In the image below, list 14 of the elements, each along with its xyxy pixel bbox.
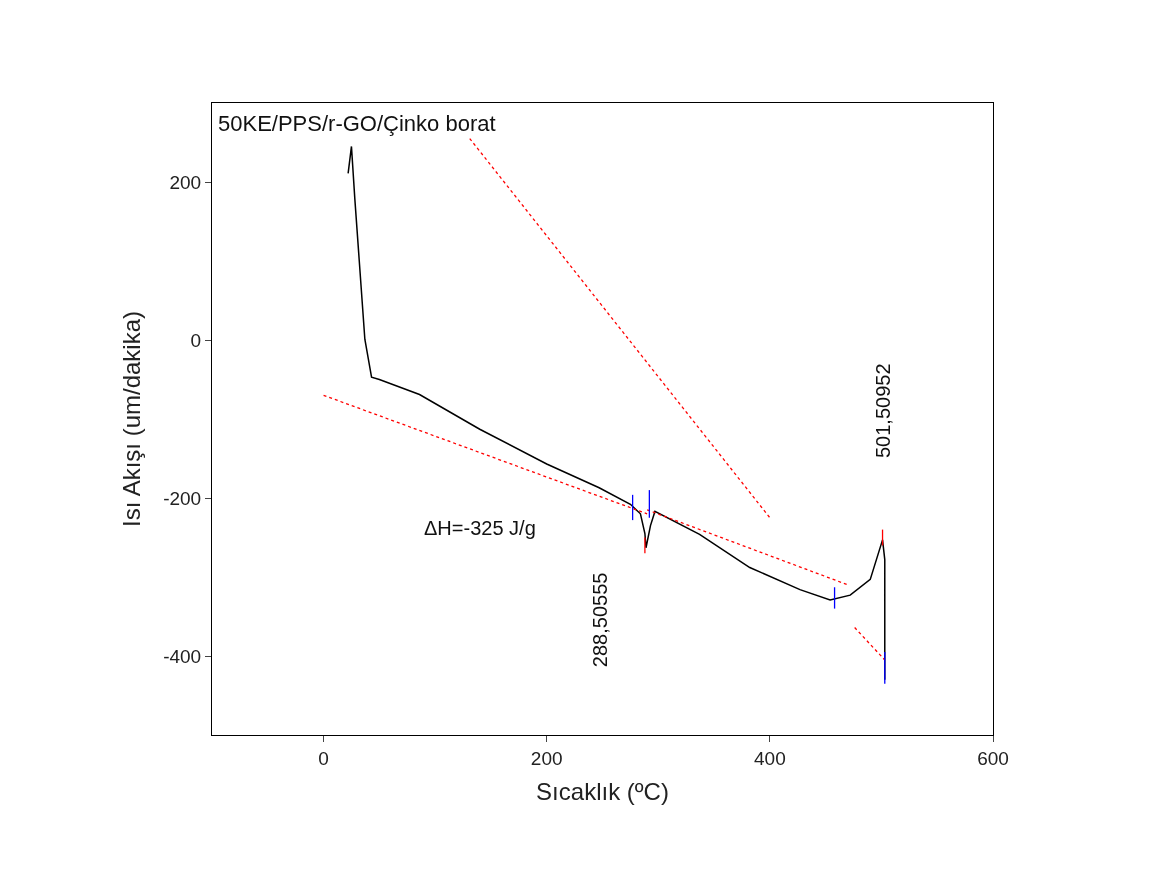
annotation: ΔH=-325 J/g	[424, 517, 536, 539]
y-tick-label: 0	[190, 329, 202, 351]
y-tick-label: -400	[163, 645, 202, 667]
x-axis-title: Sıcaklık (ºC)	[536, 778, 669, 806]
x-tick-label: 200	[530, 747, 563, 769]
annotation: 501,50952	[871, 363, 894, 459]
x-tick-label: 400	[754, 747, 786, 769]
y-tick-label: 200	[169, 171, 202, 193]
y-axis-title: Isı Akışı (um/dakika)	[118, 310, 146, 528]
x-tick-label: 600	[977, 747, 1009, 769]
y-tick-label: -200	[163, 487, 202, 509]
annotation: 50KE/PPS/r-GO/Çinko borat	[218, 111, 496, 136]
annotation: 288,50555	[589, 572, 612, 668]
x-tick-label: 0	[318, 747, 329, 769]
